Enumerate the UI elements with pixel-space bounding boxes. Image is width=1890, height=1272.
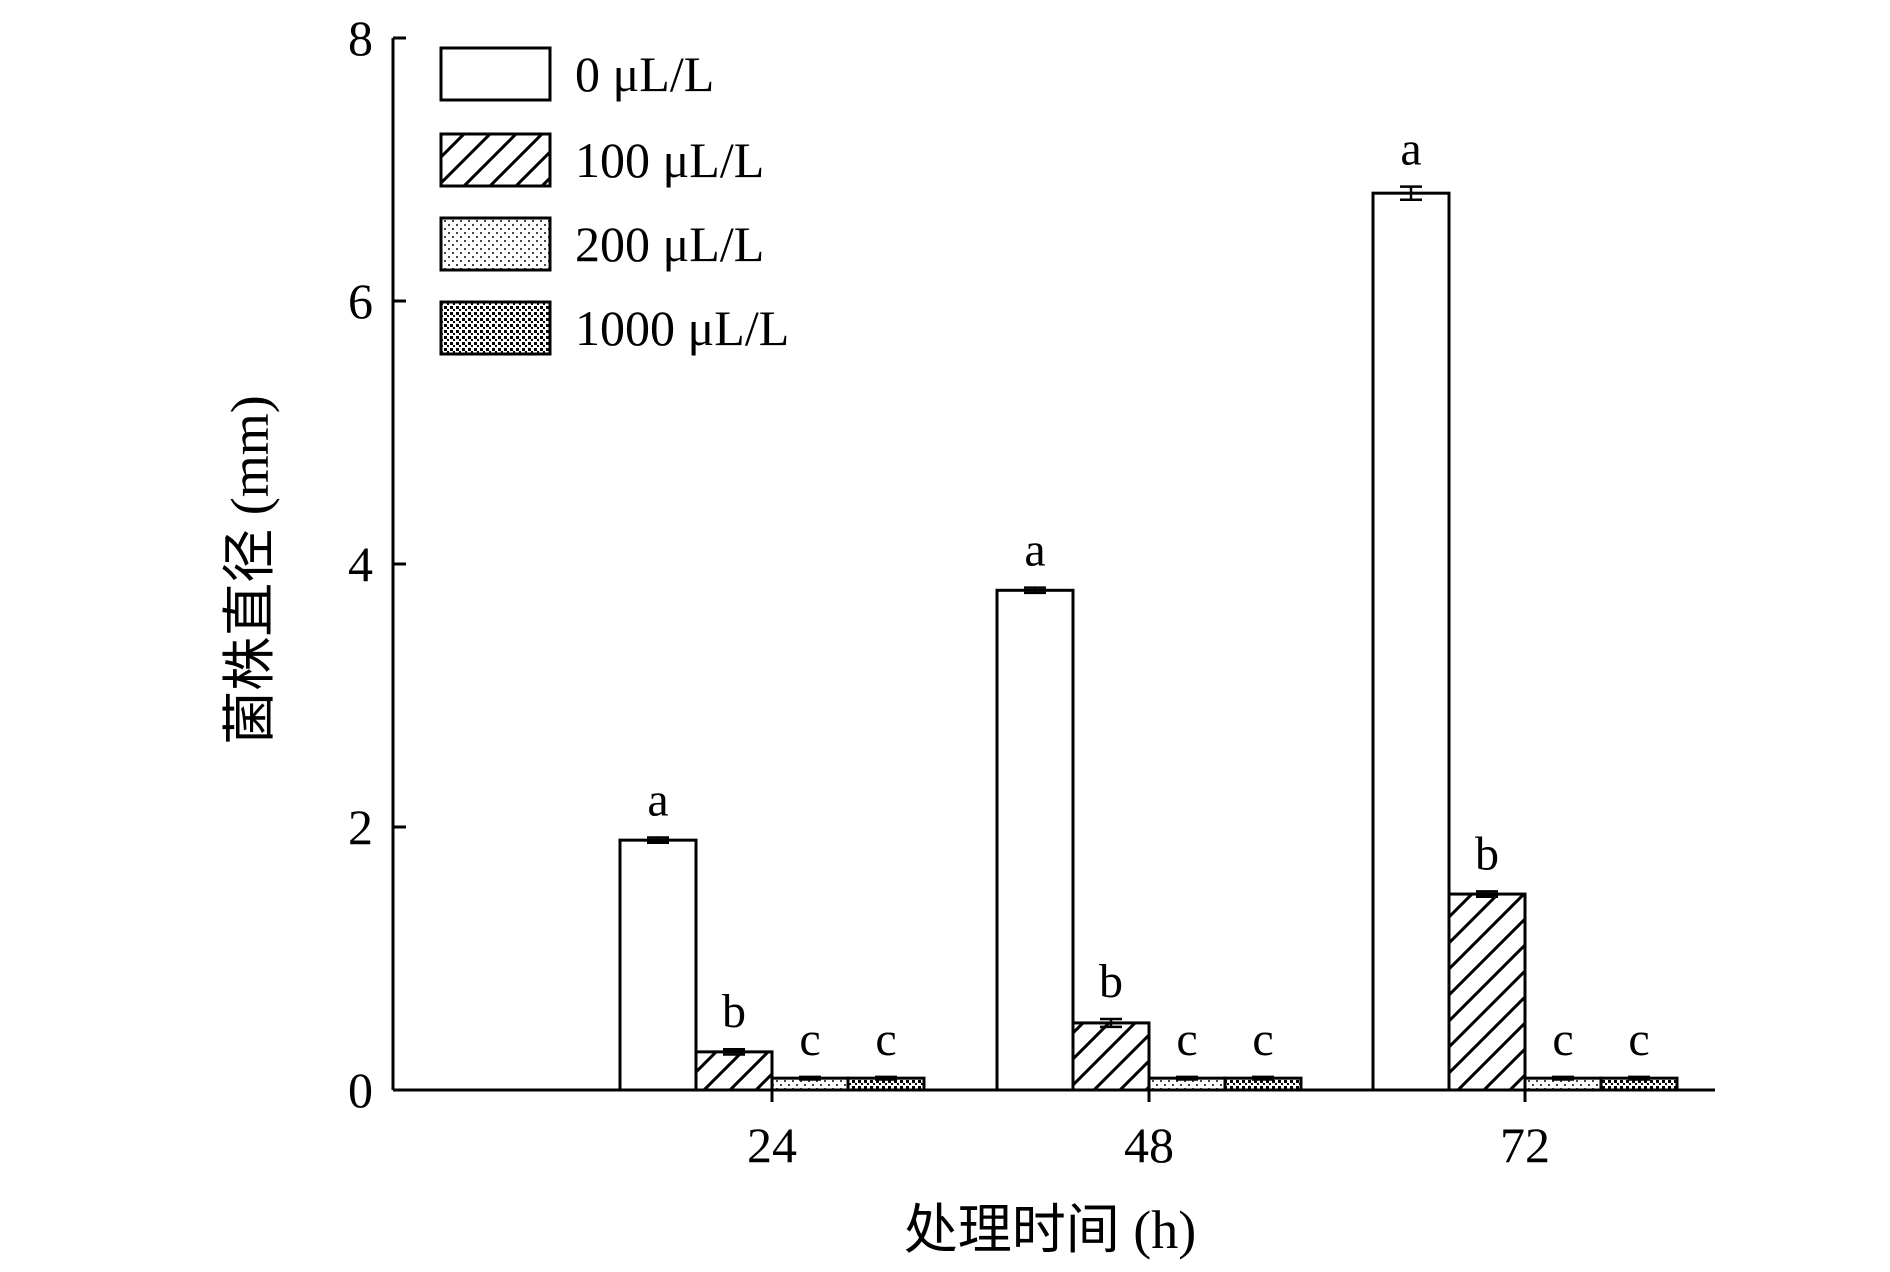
y-tick-label: 0 <box>348 1062 373 1118</box>
significance-label: c <box>1628 1013 1649 1066</box>
significance-label: b <box>1475 827 1499 880</box>
significance-label: a <box>647 774 668 827</box>
significance-label: c <box>799 1013 820 1066</box>
significance-label: c <box>1252 1013 1273 1066</box>
x-tick-label: 48 <box>1124 1117 1174 1173</box>
x-axis-title: 处理时间 (h) <box>904 1200 1196 1260</box>
legend-swatch <box>439 132 552 188</box>
bar <box>1371 191 1451 1092</box>
significance-label: c <box>875 1013 896 1066</box>
legend-label: 100 μL/L <box>575 132 764 188</box>
y-axis-title: 菌株直径 (mm) <box>220 395 280 744</box>
significance-label: a <box>1024 524 1045 577</box>
legend-label: 200 μL/L <box>575 216 764 272</box>
x-tick-label: 72 <box>1500 1117 1550 1173</box>
significance-label: b <box>1099 955 1123 1008</box>
significance-label: b <box>722 985 746 1038</box>
x-tick-label: 24 <box>747 1117 797 1173</box>
y-ticks: 0 2 4 6 8 <box>348 10 406 1118</box>
bar <box>618 838 698 1092</box>
legend-swatch <box>439 216 552 272</box>
legend-swatch <box>439 300 552 356</box>
bar <box>1071 1021 1151 1092</box>
legend-swatch <box>439 46 552 102</box>
error-bars <box>647 185 1650 1081</box>
significance-label: c <box>1552 1013 1573 1066</box>
y-tick-label: 4 <box>348 536 373 592</box>
y-tick-label: 8 <box>348 10 373 66</box>
y-tick-label: 6 <box>348 273 373 329</box>
significance-label: a <box>1400 123 1421 176</box>
legend-label: 0 μL/L <box>575 46 714 102</box>
bar <box>995 588 1075 1092</box>
legend-label: 1000 μL/L <box>575 300 789 356</box>
y-tick-label: 2 <box>348 799 373 855</box>
bar <box>694 1050 774 1092</box>
significance-label: c <box>1176 1013 1197 1066</box>
legend: 0 μL/L 100 μL/L 200 μL/L 1000 μL/L <box>439 46 789 356</box>
bar <box>1447 892 1527 1092</box>
x-ticks: 24 48 72 <box>747 1090 1550 1173</box>
